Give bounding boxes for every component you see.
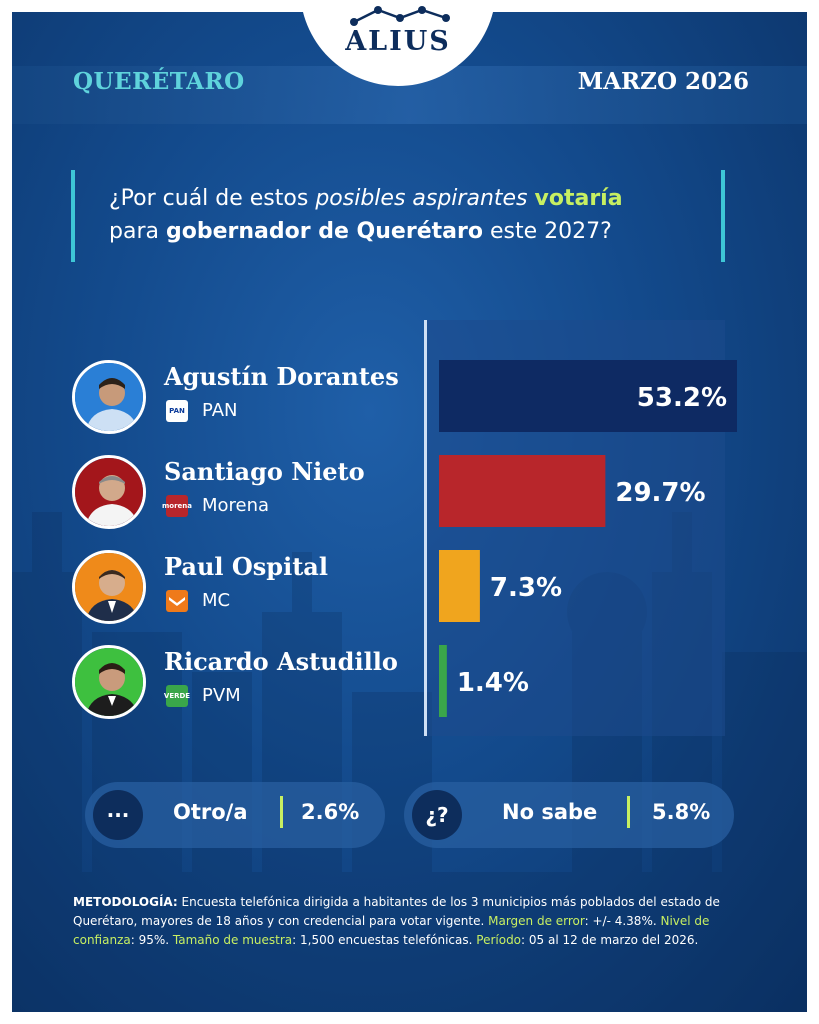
margin-label: Margen de error (488, 914, 585, 928)
pill-divider (627, 796, 630, 828)
question-highlight: votaría (534, 186, 623, 211)
bar-3 (439, 550, 480, 622)
date-label: MARZO 2026 (577, 68, 749, 95)
candidate-row: Agustín Dorantes PAN PAN (72, 356, 422, 436)
party-name: Morena (202, 495, 270, 516)
bar-1 (439, 360, 737, 432)
verde-logo-icon: VERDE (164, 685, 190, 707)
methodology-part: : 1,500 encuestas telefónicas. (292, 933, 477, 947)
candidate-row: Paul Ospital MC (72, 546, 422, 626)
person-icon (75, 648, 143, 716)
candidate-name: Ricardo Astudillo (164, 647, 398, 676)
candidate-name: Agustín Dorantes (164, 362, 399, 391)
methodology-part: : +/- 4.38%. (584, 914, 661, 928)
question-bold: gobernador de Querétaro (165, 219, 483, 244)
morena-logo-icon: morena (162, 495, 192, 517)
location-label: QUERÉTARO (73, 68, 245, 95)
person-icon (75, 553, 143, 621)
question-emphasis: posibles aspirantes (315, 186, 528, 211)
methodology-part: : 95%. (130, 933, 173, 947)
bar-value-label: 1.4% (457, 668, 529, 698)
unknown-pill: ¿? No sabe 5.8% (404, 782, 734, 848)
pill-value: 5.8% (652, 800, 711, 824)
other-pill: ··· Otro/a 2.6% (85, 782, 385, 848)
question-box: ¿Por cuál de estos posibles aspirantes v… (71, 170, 725, 262)
methodology-text: METODOLOGÍA: Encuesta telefónica dirigid… (73, 893, 733, 950)
bar-value-label: 53.2% (637, 383, 727, 413)
party-name: PVM (202, 685, 241, 706)
logo-network-icon (350, 6, 450, 26)
bar-4 (439, 645, 447, 717)
methodology-part: : 05 al 12 de marzo del 2026. (521, 933, 699, 947)
candidate-name: Paul Ospital (164, 552, 328, 581)
avatar (72, 645, 146, 719)
avatar (72, 550, 146, 624)
avatar (72, 455, 146, 529)
confidence-label: Nivel de confianza (73, 914, 710, 947)
pill-label: Otro/a (173, 800, 248, 824)
party-name: PAN (202, 400, 238, 421)
pill-value: 2.6% (301, 800, 360, 824)
person-icon (75, 458, 143, 526)
question-part: este 2027? (482, 219, 612, 244)
pill-label: No sabe (502, 800, 598, 824)
candidate-row: Ricardo Astudillo VERDE PVM (72, 641, 422, 721)
mc-eagle-icon (166, 590, 188, 612)
candidate-name: Santiago Nieto (164, 457, 365, 486)
pan-logo-icon: PAN (166, 400, 188, 422)
methodology-title: METODOLOGÍA: (73, 895, 178, 909)
methodology-part: Encuesta telefónica dirigida a habitante… (73, 895, 720, 928)
question-part: para (109, 219, 166, 244)
period-label: Período (476, 933, 522, 947)
logo-text: ALIUS (345, 26, 451, 57)
candidate-row: Santiago Nieto morena Morena (72, 451, 422, 531)
more-icon: ··· (93, 790, 143, 840)
bar-value-label: 7.3% (490, 573, 562, 603)
bar-2 (439, 455, 606, 527)
question-part: ¿Por cuál de estos (109, 186, 316, 211)
bar-value-label: 29.7% (615, 478, 705, 508)
avatar (72, 360, 146, 434)
person-icon (75, 363, 143, 431)
question-icon: ¿? (412, 790, 462, 840)
sample-label: Tamaño de muestra (172, 933, 293, 947)
party-name: MC (202, 590, 231, 611)
question-text: ¿Por cuál de estos posibles aspirantes v… (109, 182, 709, 248)
pill-divider (280, 796, 283, 828)
